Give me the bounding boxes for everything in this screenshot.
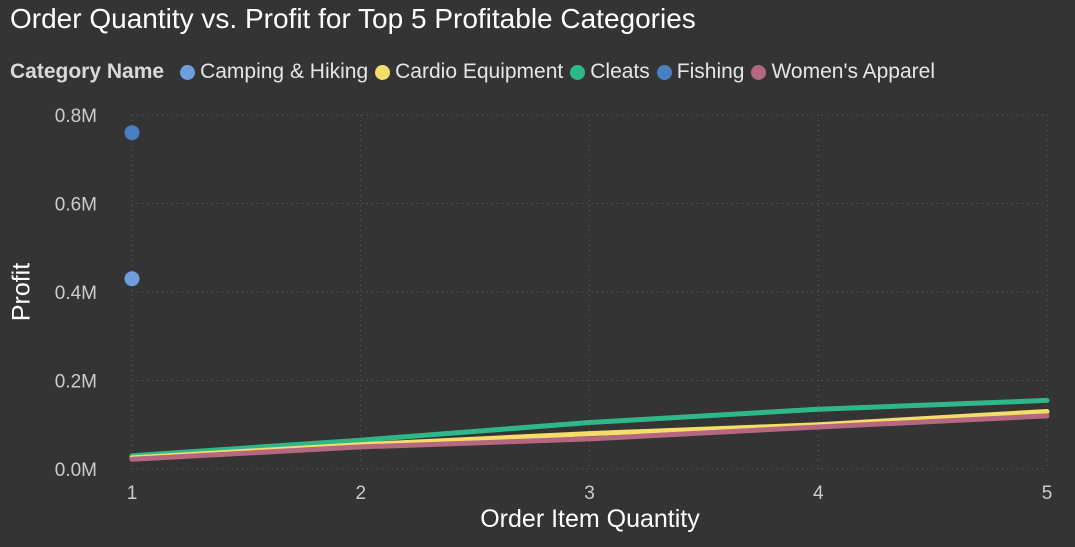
legend-label: Women's Apparel bbox=[771, 60, 936, 83]
legend-item-fishing[interactable]: Fishing bbox=[656, 60, 745, 84]
legend: Category Name Camping & Hiking Cardio Eq… bbox=[10, 58, 942, 86]
legend-label: Cardio Equipment bbox=[395, 60, 564, 83]
x-axis-label: Order Item Quantity bbox=[480, 505, 700, 533]
legend-marker bbox=[656, 64, 672, 80]
y-tick-label: 0.2M bbox=[55, 372, 97, 393]
legend-item-womens-apparel[interactable]: Women's Apparel bbox=[751, 60, 935, 84]
legend-item-cardio-equipment[interactable]: Cardio Equipment bbox=[375, 60, 563, 84]
legend-label: Fishing bbox=[676, 60, 745, 83]
x-tick-label: 2 bbox=[355, 483, 366, 504]
legend-label: Camping & Hiking bbox=[200, 60, 369, 83]
legend-item-cleats[interactable]: Cleats bbox=[570, 60, 650, 84]
series-line-women-s-apparel bbox=[129, 413, 1050, 462]
y-tick-label: 0.0M bbox=[55, 460, 97, 481]
chart-title: Order Quantity vs. Profit for Top 5 Prof… bbox=[10, 3, 696, 34]
legend-marker bbox=[375, 64, 391, 80]
x-tick-label: 3 bbox=[584, 483, 595, 504]
data-point-camping-hiking bbox=[124, 271, 140, 287]
x-tick-label: 1 bbox=[127, 483, 138, 504]
legend-label: Cleats bbox=[590, 60, 650, 83]
series-line-cleats bbox=[129, 397, 1050, 459]
legend-marker bbox=[751, 64, 767, 80]
y-tick-label: 0.8M bbox=[55, 106, 97, 127]
x-tick-label: 5 bbox=[1042, 483, 1053, 504]
x-tick-label: 4 bbox=[813, 483, 824, 504]
y-tick-label: 0.4M bbox=[55, 283, 97, 304]
legend-marker bbox=[570, 64, 586, 80]
y-axis-label: Profit bbox=[7, 262, 36, 322]
y-tick-label: 0.6M bbox=[55, 195, 97, 216]
legend-marker bbox=[180, 64, 196, 80]
data-point-fishing bbox=[124, 125, 140, 141]
legend-item-camping-hiking[interactable]: Camping & Hiking bbox=[180, 60, 368, 84]
legend-title: Category Name bbox=[10, 60, 165, 83]
